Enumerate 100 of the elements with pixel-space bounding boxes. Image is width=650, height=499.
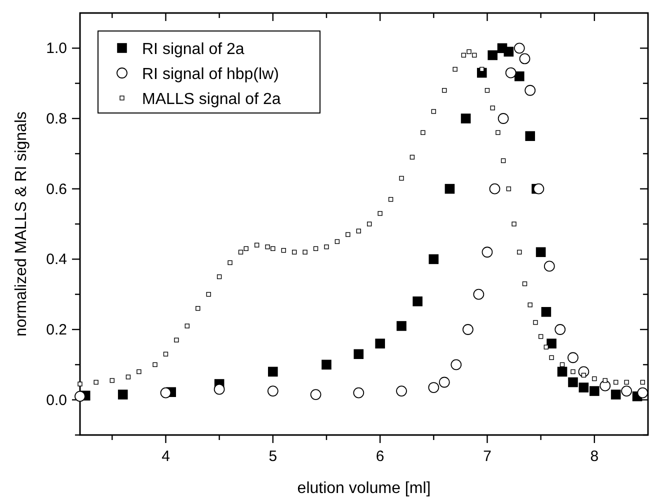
point [78,382,82,386]
point [533,320,538,325]
point [581,372,586,378]
point [428,254,439,264]
point [590,386,600,396]
point [560,362,565,368]
x-axis-title: elution volume [ml] [297,480,431,497]
point [525,131,536,141]
point [546,338,556,348]
point [554,324,566,335]
point [74,390,86,402]
point [461,52,466,58]
point [610,390,621,400]
point [292,250,297,254]
point [378,211,382,216]
point [490,106,495,110]
point [388,197,394,202]
point [592,376,597,382]
point [375,338,385,348]
x-tick-label: 6 [376,448,384,465]
point [265,244,270,250]
point [442,88,447,93]
point [399,176,404,181]
point [268,366,278,377]
point [281,248,286,253]
legend-label: MALLS signal of 2a [142,91,281,108]
legend-label: RI signal of 2a [142,41,244,58]
point [578,382,589,392]
point [354,349,364,360]
y-tick-label: 0.4 [46,251,67,268]
point [533,183,544,194]
point [174,338,179,342]
point [152,362,158,368]
point [254,242,260,248]
point [322,360,332,370]
point [356,228,361,234]
y-tick-label: 0.8 [46,110,67,128]
point [637,387,648,398]
point [484,88,490,93]
point [136,369,142,374]
point [512,222,516,226]
point [431,109,436,114]
x-tick-label: 4 [162,448,170,465]
point [514,71,524,82]
point [557,366,568,377]
point [524,84,536,96]
point [536,247,546,258]
point [522,281,528,286]
point [244,246,248,251]
legend-label: RI signal of hbp(lw) [142,66,279,83]
point [460,114,471,124]
y-tick-label: 0.6 [46,180,67,198]
point [428,382,440,393]
point [614,380,618,385]
point [549,355,554,360]
point [462,324,474,335]
y-axis-title: normalized MALLS & RI signals [13,112,30,336]
point [324,244,329,250]
point [334,239,340,244]
point [444,184,455,194]
point [313,246,318,251]
point [506,186,512,192]
point [472,52,477,58]
y-tick-label: 1.0 [46,40,67,58]
point [110,378,114,383]
point [238,250,244,254]
x-tick-label: 5 [268,448,278,465]
point [544,344,549,350]
point [396,321,406,331]
point [270,246,276,251]
point [118,390,128,400]
point [538,334,544,339]
point [570,369,576,374]
point [302,250,308,254]
point [420,130,426,135]
point [126,374,131,380]
point [410,154,415,160]
point [367,222,372,226]
point [412,296,422,306]
point [482,246,493,258]
point [488,50,498,60]
point [216,274,222,280]
point [504,46,514,57]
point [519,53,530,64]
point [206,292,211,297]
point [602,378,608,383]
point [196,306,200,311]
point [184,324,190,328]
point [452,66,458,72]
point [498,113,509,124]
point [228,260,232,266]
y-tick-label: 0.0 [46,392,67,409]
y-tick-label: 0.2 [46,322,67,338]
point [466,49,472,54]
point [624,380,629,385]
point [528,302,532,308]
point [500,158,506,164]
point [346,232,350,237]
point [541,307,552,317]
point [163,352,168,356]
